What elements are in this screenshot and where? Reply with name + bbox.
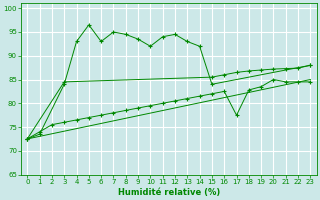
X-axis label: Humidité relative (%): Humidité relative (%) <box>118 188 220 197</box>
